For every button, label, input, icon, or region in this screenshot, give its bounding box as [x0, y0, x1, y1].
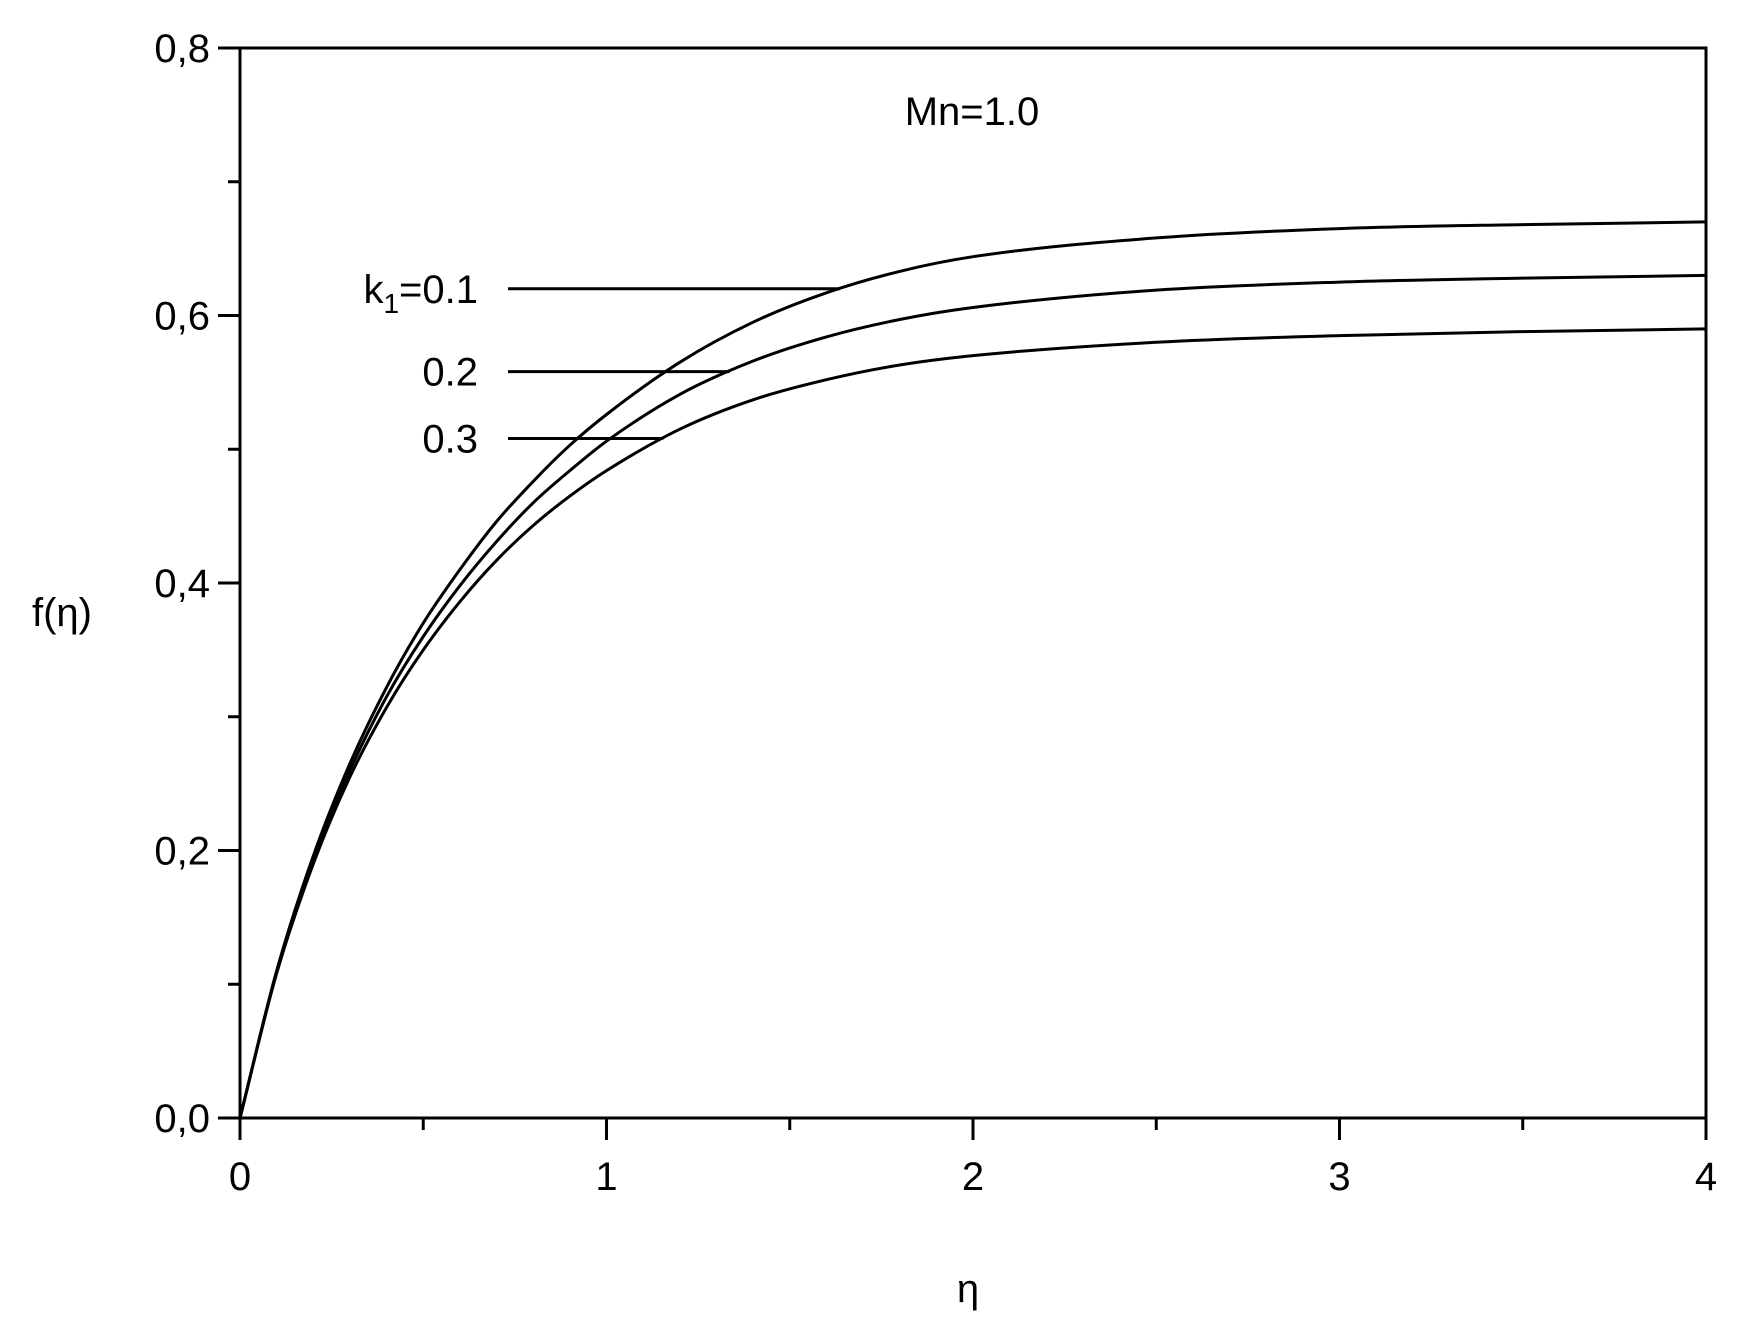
y-tick-label: 0,4 [154, 562, 210, 606]
series-label-value: =0.1 [399, 268, 478, 312]
x-tick-label: 3 [1328, 1155, 1350, 1199]
series-label-subscript: 1 [383, 288, 399, 319]
axis-tick-labels: 0 1 2 3 4 0,0 0,2 0,4 0,6 0,8 [154, 27, 1717, 1199]
series-line-k1-0.1 [238, 220, 1707, 1119]
series-curves [238, 220, 1707, 1119]
annotation-mn: Mn=1.0 [905, 90, 1040, 134]
series-labels: k1=0.1 0.2 0.3 [363, 268, 478, 462]
plot-frame [238, 46, 1708, 1120]
series-line-k1-0.2 [238, 273, 1707, 1119]
series-line-k1-0.3 [238, 327, 1707, 1119]
y-axis-label: f(η) [32, 591, 92, 635]
y-tick-label: 0,8 [154, 27, 210, 71]
series-label: k1=0.1 [363, 268, 478, 319]
series-label-prefix: k [363, 268, 384, 312]
series-label: 0.2 [422, 351, 478, 395]
x-axis-label: η [957, 1267, 979, 1311]
series-label-leaders [508, 287, 841, 441]
series-label: 0.3 [422, 418, 478, 462]
y-tick-label: 0,6 [154, 295, 210, 339]
y-tick-label: 0,0 [154, 1097, 210, 1141]
y-tick-label: 0,2 [154, 830, 210, 874]
x-tick-label: 4 [1695, 1155, 1717, 1199]
axis-ticks [218, 46, 1708, 1140]
x-tick-label: 2 [962, 1155, 984, 1199]
x-tick-label: 0 [229, 1155, 251, 1199]
x-tick-label: 1 [595, 1155, 617, 1199]
